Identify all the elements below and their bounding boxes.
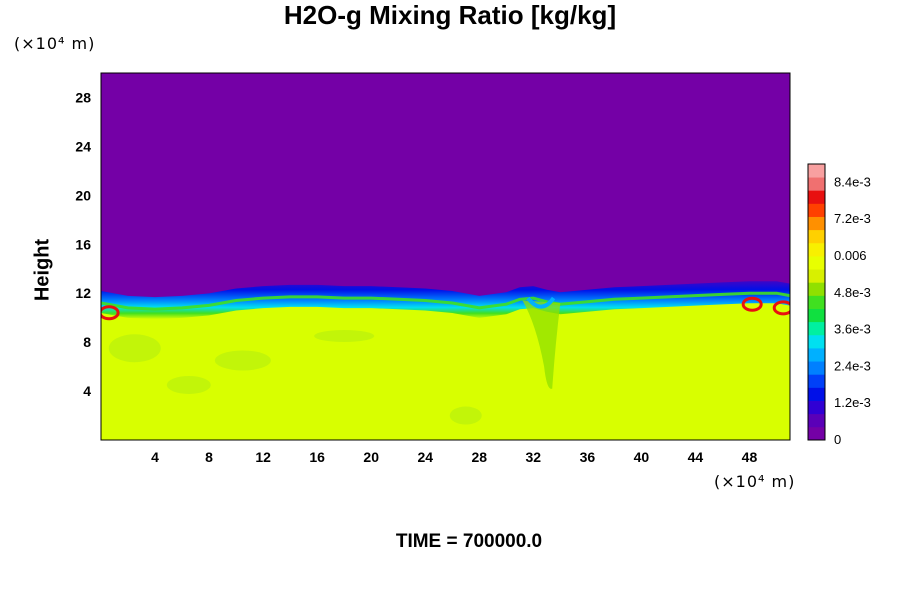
moisture-eddy — [108, 334, 161, 363]
colorbar-label: 1.2e-3 — [834, 395, 871, 410]
colorbar-label: 8.4e-3 — [834, 174, 871, 189]
colorbar-frame — [807, 163, 826, 441]
colorbar-swatch — [808, 348, 825, 362]
x-tick-label: 4 — [151, 449, 159, 465]
colorbar-swatch — [808, 387, 825, 401]
plot-frame — [100, 72, 791, 441]
chart-title: H2O-g Mixing Ratio [kg/kg] — [283, 0, 617, 30]
colorbar-label: 4.8e-3 — [834, 285, 871, 300]
moisture-eddy — [166, 375, 211, 394]
x-tick-label: 48 — [742, 449, 758, 465]
x-unit-label: (×10⁴ m) — [714, 472, 796, 491]
moisture-eddy — [449, 406, 482, 425]
colorbar-label: 0.006 — [834, 248, 867, 263]
interface-band — [101, 277, 790, 320]
colorbar-swatch — [808, 190, 825, 204]
x-tick-label: 8 — [205, 449, 213, 465]
colorbar-swatch — [808, 282, 825, 296]
x-tick-label: 20 — [363, 449, 379, 465]
colorbar-swatch — [808, 334, 825, 349]
y-tick-label: 20 — [75, 187, 91, 203]
colorbar-swatch — [808, 295, 825, 309]
x-tick-label: 24 — [417, 449, 433, 465]
upper-dry-region — [101, 73, 790, 298]
colorbar-swatch — [808, 308, 825, 323]
x-tick-label: 16 — [309, 449, 325, 465]
x-tick-label: 44 — [688, 449, 704, 465]
colorbar-swatch — [808, 242, 825, 257]
time-label: TIME = 700000.0 — [395, 531, 543, 552]
colorbar-label: 7.2e-3 — [834, 211, 871, 226]
x-tick-label: 28 — [471, 449, 487, 465]
y-tick-labels: 4 8 12 16 20 24 28 — [75, 89, 91, 399]
plume-edge — [526, 296, 556, 309]
colorbar-swatch — [808, 400, 825, 415]
colorbar-swatch — [808, 269, 825, 283]
high-value-spot — [101, 305, 120, 321]
colorbar-swatch — [808, 256, 825, 270]
colorbar-swatch — [808, 203, 825, 217]
colorbar-swatch — [808, 164, 825, 178]
colorbar-label: 2.4e-3 — [834, 358, 871, 373]
y-tick-label: 12 — [75, 285, 91, 301]
colorbar-swatch — [808, 177, 825, 191]
moisture-eddy — [314, 330, 375, 343]
y-unit-label: (×10⁴ m) — [14, 34, 96, 53]
x-tick-label: 32 — [526, 449, 542, 465]
colorbar-swatch — [808, 216, 825, 231]
x-tick-label: 40 — [634, 449, 650, 465]
y-tick-label: 8 — [83, 334, 91, 350]
y-tick-label: 24 — [75, 138, 91, 154]
y-tick-label: 28 — [75, 89, 91, 105]
y-tick-label: 4 — [83, 383, 91, 399]
colorbar-swatch — [808, 413, 825, 428]
data-field — [101, 73, 790, 440]
colorbar-swatch — [808, 426, 825, 441]
interface-line — [101, 291, 790, 311]
colorbar-swatch — [808, 321, 825, 336]
colorbar-swatch — [808, 229, 825, 244]
moisture-eddy — [214, 350, 271, 371]
colorbar-label: 3.6e-3 — [834, 322, 871, 337]
y-tick-label: 16 — [75, 236, 91, 252]
x-tick-labels: 4 8 12 16 20 24 28 32 36 40 44 48 — [151, 449, 757, 465]
x-tick-label: 12 — [255, 449, 271, 465]
colorbar-swatch — [808, 361, 825, 375]
y-axis-label: Height — [31, 238, 54, 302]
x-tick-label: 36 — [580, 449, 596, 465]
descending-plume — [522, 300, 561, 389]
colorbar: 0 1.2e-3 2.4e-3 3.6e-3 4.8e-3 0.006 7.2e-3 8.4e… — [807, 163, 871, 447]
high-value-spot — [741, 296, 763, 312]
high-value-spot — [772, 300, 790, 316]
colorbar-swatch — [808, 374, 825, 388]
colorbar-label: 0 — [834, 432, 841, 447]
